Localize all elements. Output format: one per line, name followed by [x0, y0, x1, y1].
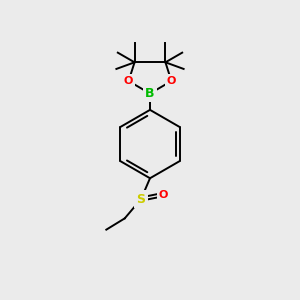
Text: O: O [167, 76, 176, 86]
Text: O: O [124, 76, 133, 86]
Text: B: B [145, 87, 155, 100]
Text: O: O [159, 190, 168, 200]
Text: S: S [136, 193, 146, 206]
